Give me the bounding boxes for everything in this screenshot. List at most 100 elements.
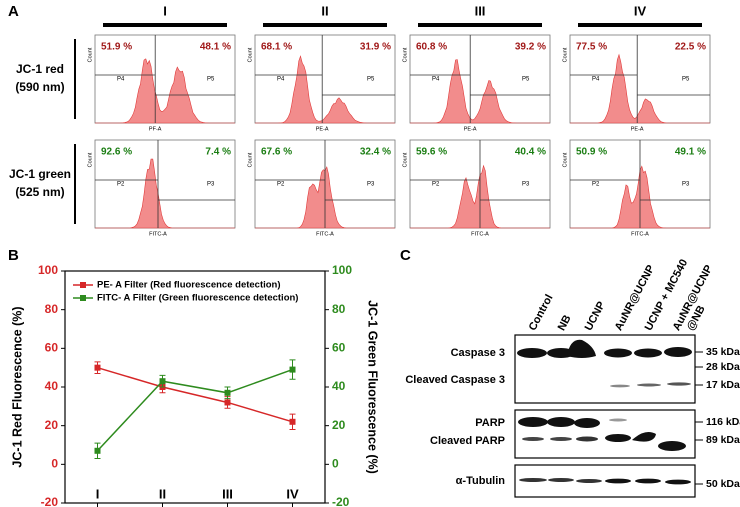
gate-label: P4	[592, 77, 600, 83]
gate-label: P3	[682, 182, 690, 188]
row-label: (590 nm)	[15, 80, 64, 94]
column-label: III	[475, 3, 486, 18]
x-axis-label: PF-A	[149, 126, 162, 132]
marker-label: 116 kDa	[706, 416, 740, 428]
y-axis-label: Count	[87, 47, 93, 62]
y-axis-label: Count	[87, 152, 93, 167]
percent-right: 39.2 %	[515, 42, 546, 53]
x-axis-label: PE-A	[464, 126, 477, 132]
y2-tick-label: 80	[332, 302, 346, 316]
x-tick-label: IV	[286, 486, 299, 501]
x-tick-label: I	[96, 486, 100, 501]
y-axis-label: Count	[247, 152, 253, 167]
histogram	[95, 158, 235, 229]
percent-right: 40.4 %	[515, 147, 546, 158]
point	[224, 389, 231, 396]
protein-label: α-Tubulin	[456, 475, 506, 487]
panel-label: A	[8, 3, 19, 20]
marker-label: 50 kDa	[706, 478, 740, 490]
protein-label: Caspase 3	[451, 347, 505, 359]
point	[94, 364, 101, 371]
x-tick-label: II	[159, 486, 166, 501]
y2-axis-label: JC-1 Green Fluorescence (%)	[366, 300, 380, 474]
y-tick-label: 20	[45, 418, 59, 432]
histogram-plot: 68.1 % 31.9 % PE-A Count	[247, 34, 396, 132]
y2-tick-label: 100	[332, 263, 352, 277]
percent-right: 7.4 %	[205, 147, 231, 158]
percent-left: 68.1 %	[261, 42, 292, 53]
gate-label: P4	[117, 77, 125, 83]
y-tick-label: 80	[45, 302, 59, 316]
y-tick-label: 0	[51, 457, 58, 471]
y-tick-label: -20	[41, 495, 59, 507]
x-axis-label: PE-A	[631, 126, 644, 132]
histogram-plot: 59.6 % 40.4 % FITC-A Count	[402, 139, 551, 237]
histogram	[570, 53, 710, 124]
column-label: IV	[634, 3, 647, 18]
y2-tick-label: 60	[332, 341, 346, 355]
percent-left: 92.6 %	[101, 147, 132, 158]
marker-label: 35 kDa	[706, 346, 740, 358]
y-tick-label: 40	[45, 379, 59, 393]
gate-label: P2	[117, 182, 125, 188]
gate-label: P3	[207, 182, 215, 188]
x-tick-label: III	[222, 486, 233, 501]
y-axis-label: JC-1 Red Fluorescence (%)	[10, 306, 24, 467]
percent-left: 77.5 %	[576, 42, 607, 53]
row-label: (525 nm)	[15, 185, 64, 199]
percent-left: 67.6 %	[261, 147, 292, 158]
histogram-plot: 51.9 % 48.1 % PF-A Count	[87, 34, 236, 132]
percent-left: 59.6 %	[416, 147, 447, 158]
lane-label: Control	[527, 293, 556, 333]
plot-frame	[569, 34, 711, 124]
y-axis-label: Count	[247, 47, 253, 62]
histogram	[255, 55, 395, 124]
percent-right: 32.4 %	[360, 147, 391, 158]
marker-label: 17 kDa	[706, 379, 740, 391]
protein-label: PARP	[475, 417, 505, 429]
gate-label: P5	[682, 77, 690, 83]
y2-tick-label: 20	[332, 418, 346, 432]
row-label: JC-1 green	[9, 167, 71, 181]
lane-label: UCNP	[583, 300, 608, 333]
series-line	[96, 368, 293, 452]
histogram	[410, 59, 550, 124]
marker-label: 28 kDa	[706, 361, 740, 373]
percent-left: 50.9 %	[576, 147, 607, 158]
y-axis-label: Count	[402, 152, 408, 167]
gate-label: P2	[592, 182, 600, 188]
legend-marker	[80, 282, 86, 288]
y2-tick-label: 40	[332, 379, 346, 393]
legend-marker	[80, 295, 86, 301]
gate-label: P4	[277, 77, 285, 83]
point	[289, 418, 296, 425]
gate-label: P5	[367, 77, 375, 83]
percent-right: 48.1 %	[200, 42, 231, 53]
histogram-plot: 67.6 % 32.4 % FITC-A Count	[247, 139, 396, 237]
histogram-plot: 92.6 % 7.4 % FITC-A Count	[87, 139, 236, 237]
x-axis-label: FITC-A	[631, 231, 649, 237]
plot-frame	[254, 34, 396, 124]
histogram-plot: 77.5 % 22.5 % PE-A Count	[562, 34, 711, 132]
y-tick-label: 60	[45, 341, 59, 355]
point	[224, 399, 231, 406]
gate-label: P3	[522, 182, 530, 188]
lane-label: NB	[556, 313, 574, 333]
series-line	[97, 366, 293, 423]
y2-tick-label: -20	[332, 495, 350, 507]
gate-label: P3	[367, 182, 375, 188]
gate-label: P5	[522, 77, 530, 83]
blots	[514, 334, 696, 498]
y-axis-label: Count	[562, 152, 568, 167]
bands	[517, 339, 692, 485]
y-axis-label: Count	[402, 47, 408, 62]
x-axis-label: FITC-A	[471, 231, 489, 237]
legend-label: FITC- A Filter (Green fluorescence detec…	[97, 293, 298, 304]
histogram-plot: 60.8 % 39.2 % PE-A Count	[402, 34, 551, 132]
x-axis-label: FITC-A	[149, 231, 167, 237]
histogram-plot: 50.9 % 49.1 % FITC-A Count	[562, 139, 711, 237]
blot-box	[514, 334, 696, 404]
column-label: I	[163, 3, 167, 18]
panel-label: B	[8, 247, 19, 264]
